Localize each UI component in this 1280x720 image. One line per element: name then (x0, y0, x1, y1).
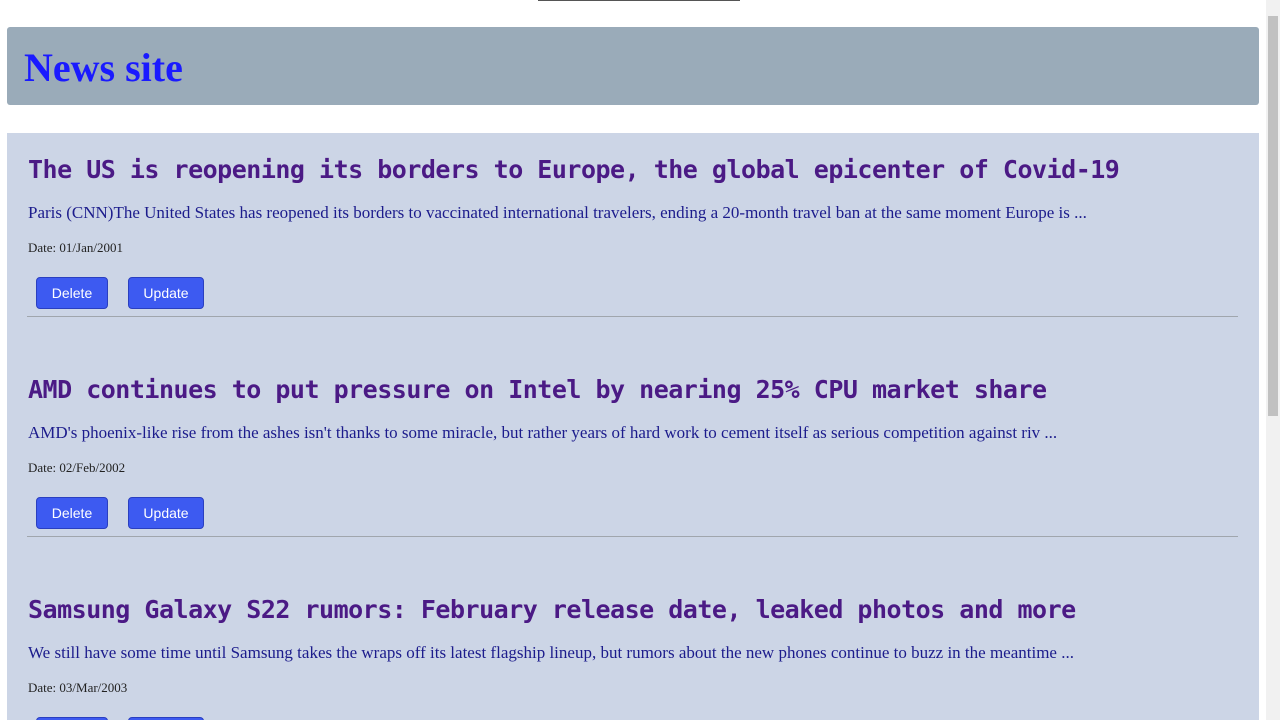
divider (27, 536, 1238, 537)
article: Samsung Galaxy S22 rumors: February rele… (27, 573, 1238, 720)
article-summary: We still have some time until Samsung ta… (28, 643, 1074, 662)
header: News site (7, 27, 1259, 105)
article-title[interactable]: AMD continues to put pressure on Intel b… (28, 375, 1047, 404)
update-button[interactable]: Update (128, 497, 204, 529)
article-date: Date: 01/Jan/2001 (28, 240, 123, 255)
update-button[interactable]: Update (128, 717, 204, 720)
top-bar (538, 0, 740, 1)
article-summary: Paris (CNN)The United States has reopene… (28, 203, 1087, 222)
article: AMD continues to put pressure on Intel b… (27, 353, 1238, 573)
update-button[interactable]: Update (128, 277, 204, 309)
article: The US is reopening its borders to Europ… (27, 133, 1238, 353)
site-title: News site (24, 45, 183, 90)
article-date: Date: 02/Feb/2002 (28, 460, 126, 475)
delete-button[interactable]: Delete (36, 497, 108, 529)
article-list: The US is reopening its borders to Europ… (7, 133, 1259, 720)
article-date: Date: 03/Mar/2003 (28, 680, 128, 695)
article-title[interactable]: Samsung Galaxy S22 rumors: February rele… (28, 595, 1076, 624)
delete-button[interactable]: Delete (36, 277, 108, 309)
scroll-thumb[interactable] (1268, 16, 1278, 416)
divider (27, 316, 1238, 317)
article-title[interactable]: The US is reopening its borders to Europ… (28, 155, 1120, 184)
article-summary: AMD's phoenix-like rise from the ashes i… (28, 423, 1058, 442)
delete-button[interactable]: Delete (36, 717, 108, 720)
